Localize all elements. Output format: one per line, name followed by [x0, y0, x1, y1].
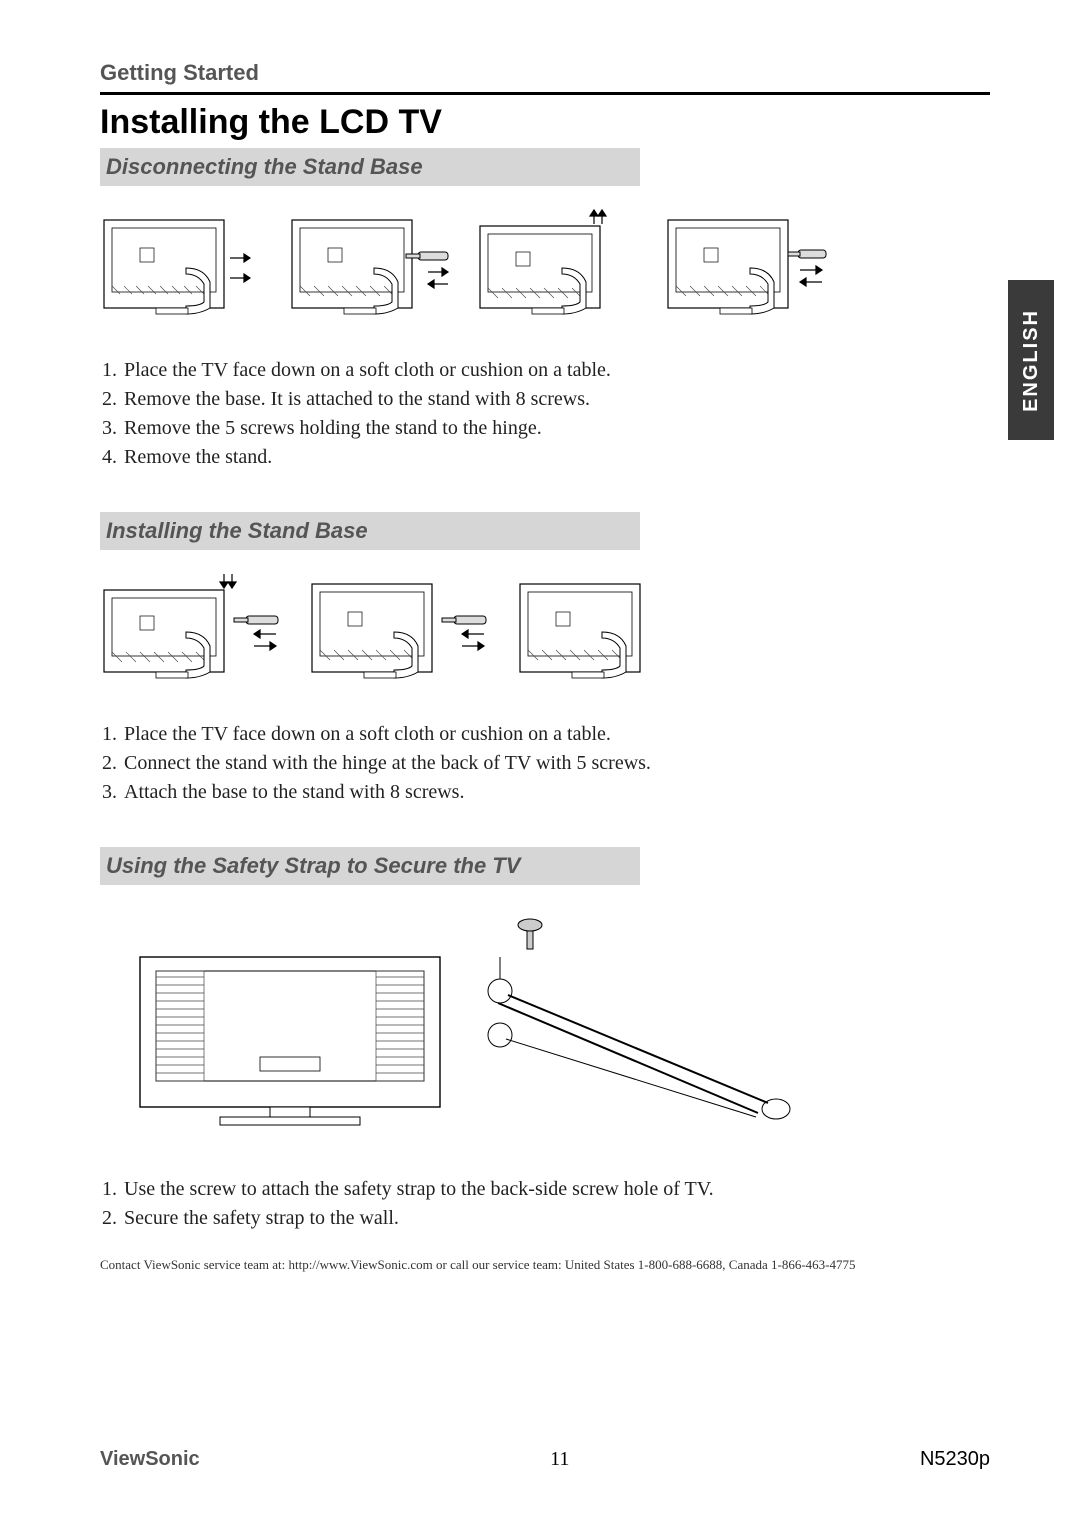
tv-diagram-5 [100, 572, 290, 692]
tv-diagram-3 [476, 208, 646, 328]
tv-diagram-4 [664, 208, 834, 328]
steps-install: Place the TV face down on a soft cloth o… [122, 720, 990, 807]
page-title: Installing the LCD TV [100, 103, 990, 142]
section-heading-install: Installing the Stand Base [100, 512, 640, 550]
figure-row-install [100, 572, 990, 692]
steps-disconnect: Place the TV face down on a soft cloth o… [122, 356, 990, 472]
steps-strap: Use the screw to attach the safety strap… [122, 1175, 990, 1233]
language-tab-text: ENGLISH [1020, 309, 1043, 412]
step-item: Secure the safety strap to the wall. [122, 1204, 990, 1233]
footer-bar: ViewSonic 11 N5230p [100, 1448, 990, 1471]
divider [100, 92, 990, 95]
step-item: Place the TV face down on a soft cloth o… [122, 356, 990, 385]
step-item: Remove the 5 screws holding the stand to… [122, 414, 990, 443]
safety-strap-diagram [100, 907, 820, 1147]
tv-diagram-7 [516, 572, 706, 692]
figure-row-disconnect [100, 208, 990, 328]
footer-model: N5230p [920, 1448, 990, 1471]
section-heading-disconnect: Disconnecting the Stand Base [100, 148, 640, 186]
tv-diagram-2 [288, 208, 458, 328]
footer-brand: ViewSonic [100, 1448, 200, 1471]
step-item: Attach the base to the stand with 8 scre… [122, 778, 990, 807]
language-tab: ENGLISH [1008, 280, 1054, 440]
footer-contact: Contact ViewSonic service team at: http:… [100, 1257, 990, 1273]
step-item: Remove the base. It is attached to the s… [122, 385, 990, 414]
step-item: Remove the stand. [122, 443, 990, 472]
section-heading-strap: Using the Safety Strap to Secure the TV [100, 847, 640, 885]
step-item: Place the TV face down on a soft cloth o… [122, 720, 990, 749]
step-item: Use the screw to attach the safety strap… [122, 1175, 990, 1204]
tv-diagram-6 [308, 572, 498, 692]
tv-diagram-1 [100, 208, 270, 328]
breadcrumb: Getting Started [100, 60, 990, 86]
footer-page-number: 11 [550, 1448, 569, 1471]
step-item: Connect the stand with the hinge at the … [122, 749, 990, 778]
